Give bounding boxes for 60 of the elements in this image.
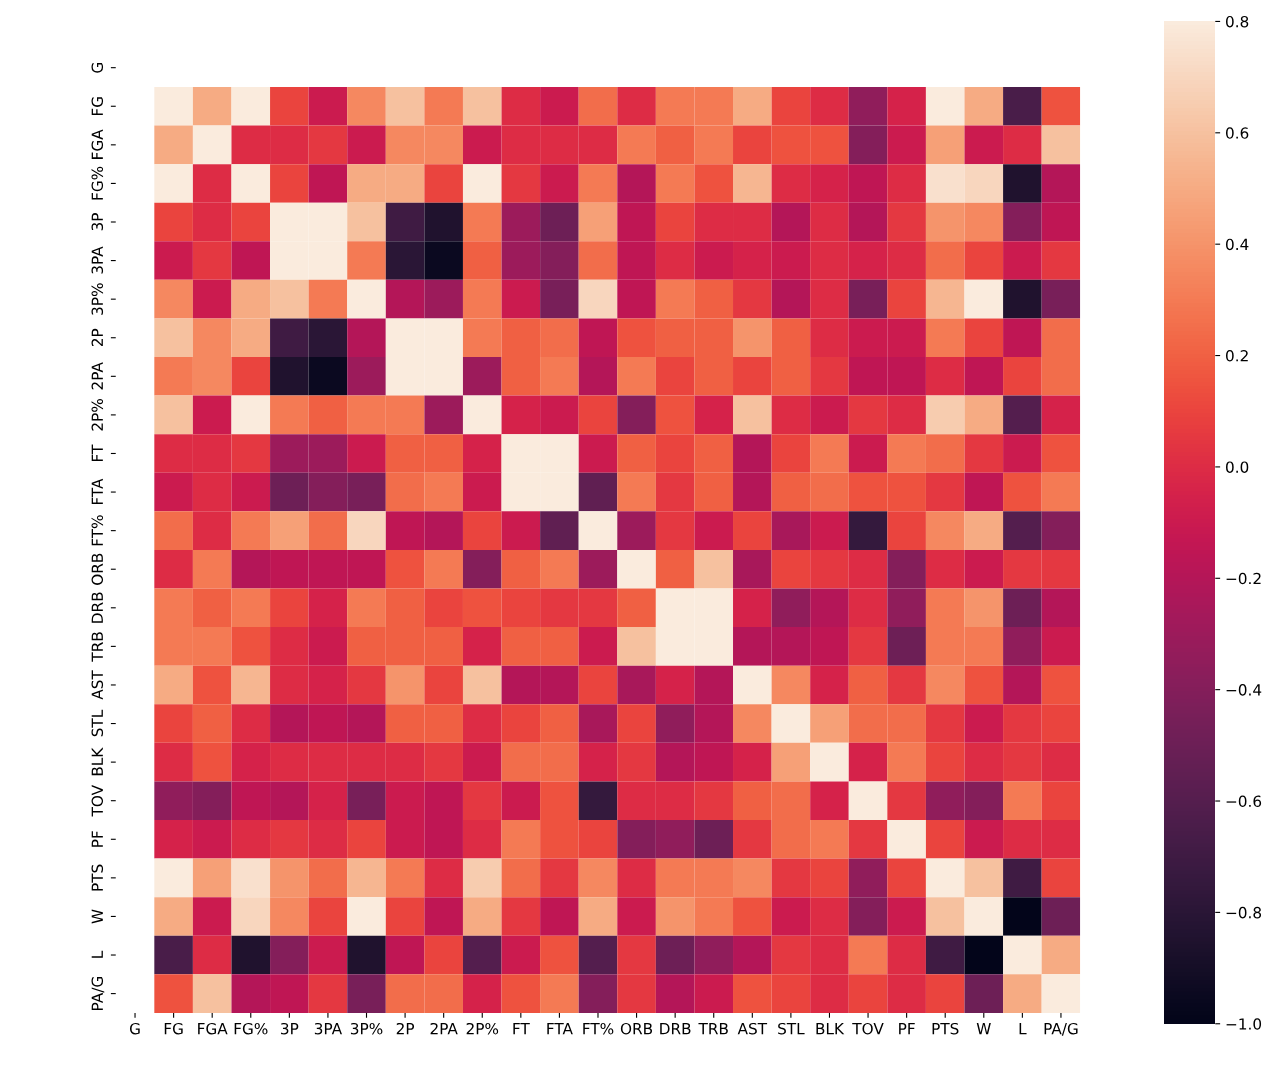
color-bar-label: 0.6 (1226, 127, 1249, 139)
color-bar-label: −0.2 (1226, 572, 1261, 585)
x-tick-label: L (1019, 1023, 1027, 1035)
x-tick-label: PA/G (1044, 1022, 1078, 1036)
x-tick-label: FGA (198, 1022, 228, 1035)
y-tick-label: PA/G (91, 977, 105, 1010)
y-tick-label: STL (91, 709, 104, 737)
x-tick-label: AST (737, 1022, 768, 1035)
y-tick-label: DRB (91, 592, 103, 623)
y-tick-label: FT% (91, 515, 104, 546)
y-tick-label: TOV (91, 785, 104, 817)
x-tick-label: PF (899, 1023, 915, 1035)
y-tick-label: FG (91, 97, 104, 116)
y-tick-label: TRB (91, 632, 103, 662)
y-tick-label: 2P% (91, 399, 104, 431)
x-tick-label: TOV (852, 1022, 884, 1035)
y-tick-label: L (91, 950, 103, 958)
color-bar-label: −0.4 (1226, 684, 1262, 696)
y-tick-label: ORB (91, 553, 104, 585)
x-tick-label: DRB (660, 1023, 691, 1035)
y-tick-label: 2PA (91, 362, 103, 390)
x-tick-label: W (976, 1023, 991, 1035)
x-tick-label: FT (513, 1023, 530, 1035)
x-tick-label: FT% (583, 1022, 614, 1035)
y-tick-label: W (91, 909, 103, 924)
y-tick-label: 3P (91, 213, 104, 231)
x-tick-label: 2PA (430, 1022, 458, 1035)
x-tick-label: 3P% (350, 1022, 383, 1035)
y-tick-label: 3PA (91, 246, 104, 274)
y-tick-label: PF (91, 831, 103, 847)
x-tick-label: STL (778, 1022, 805, 1035)
color-bar-label: 0.0 (1226, 461, 1249, 473)
x-tick-label: 2P (396, 1022, 415, 1035)
y-tick-label: G (91, 63, 104, 73)
y-tick-label: FT (91, 444, 103, 461)
x-tick-label: FTA (547, 1023, 573, 1035)
color-bar-label: −0.8 (1226, 906, 1262, 919)
color-bar-label: 0.4 (1226, 238, 1249, 251)
x-tick-label: 3PA (314, 1022, 343, 1035)
x-tick-label: ORB (620, 1022, 653, 1035)
x-tick-label: FG% (234, 1022, 268, 1035)
y-tick-label: FTA (91, 478, 103, 505)
y-tick-label: 2P (91, 328, 103, 347)
y-tick-label: AST (91, 670, 104, 700)
color-bar-label: −0.6 (1226, 795, 1262, 808)
x-tick-label: BLK (816, 1023, 845, 1035)
y-tick-label: PTS (91, 864, 104, 891)
x-tick-label: TRB (698, 1023, 728, 1035)
x-tick-label: FG (164, 1022, 183, 1035)
x-tick-label: 3P (281, 1022, 299, 1035)
x-tick-label: G (129, 1022, 140, 1035)
x-tick-label: PTS (932, 1022, 959, 1035)
y-tick-label: 3P% (91, 283, 104, 315)
y-tick-label: BLK (91, 747, 103, 776)
color-bar-label: −1.0 (1226, 1018, 1262, 1030)
x-tick-label: 2P% (466, 1022, 499, 1035)
y-tick-label: FGA (91, 129, 104, 159)
color-bar-label: 0.2 (1226, 350, 1248, 362)
y-tick-label: FG% (91, 166, 104, 200)
color-bar-label: 0.8 (1226, 15, 1249, 28)
